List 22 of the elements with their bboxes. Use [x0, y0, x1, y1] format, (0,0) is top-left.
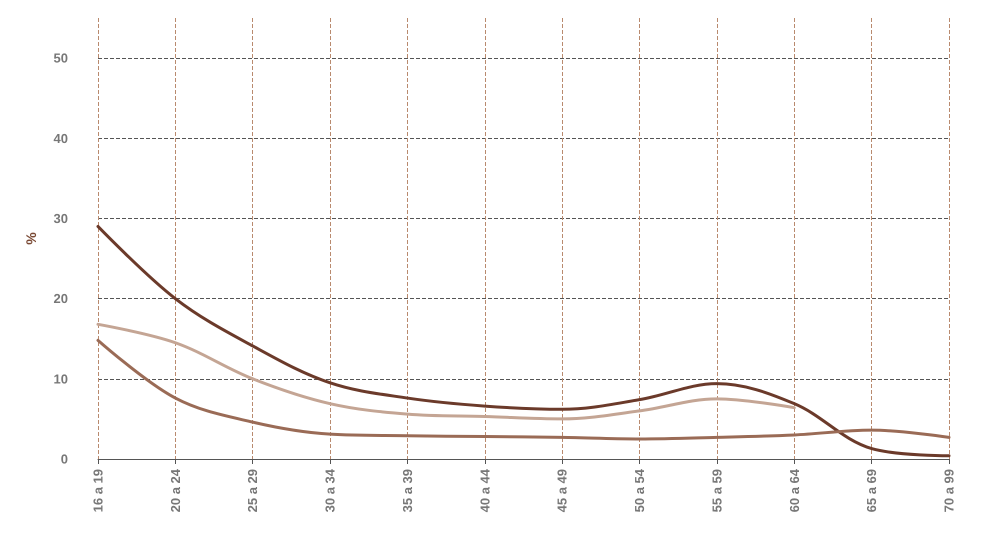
- x-tick-label: 65 a 69: [864, 469, 880, 512]
- y-tick-label: 20: [54, 291, 68, 306]
- y-tick-label: 0: [60, 452, 68, 466]
- line-series: [96, 338, 950, 440]
- x-tick-label: 40 a 44: [477, 468, 492, 512]
- x-tick-label: 16 a 19: [90, 469, 106, 512]
- x-tick-label: 20 a 24: [168, 468, 183, 512]
- x-tick-label: 55 a 59: [709, 469, 724, 512]
- x-tick-label: 25 a 29: [245, 469, 260, 512]
- y-tick-label: 10: [54, 371, 68, 386]
- y-tick-label: 30: [54, 210, 68, 226]
- x-tick-label: 30 a 34: [322, 468, 338, 512]
- x-tick-label: 45 a 49: [554, 469, 570, 512]
- y-tick-label: 50: [54, 50, 68, 66]
- y-tick-label: 40: [54, 130, 68, 146]
- line-series: [96, 322, 796, 420]
- x-tick-label: 50 a 54: [632, 468, 648, 512]
- y-axis-title: %: [23, 232, 39, 245]
- x-tick-label: 35 a 39: [400, 469, 415, 512]
- x-tick-label: 60 a 64: [786, 468, 802, 512]
- x-tick-label: 70 a 99: [942, 469, 956, 512]
- line-series: [96, 224, 950, 458]
